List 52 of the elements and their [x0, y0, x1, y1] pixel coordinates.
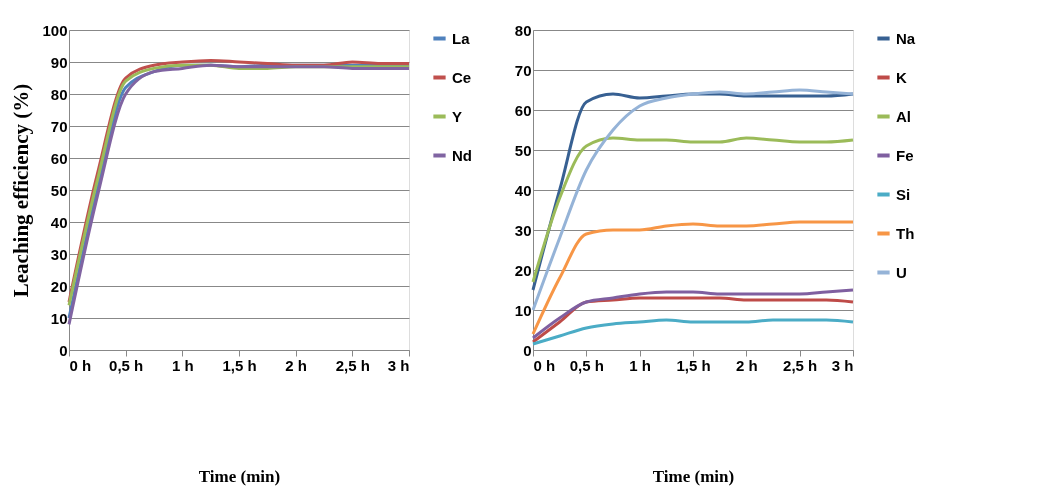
x-tick-label: 1,5 h: [676, 356, 711, 374]
y-tick-label: 40: [514, 181, 532, 199]
x-tick-label: 0,5 h: [569, 356, 604, 374]
line-series: [531, 318, 855, 346]
x-tick-label: 0 h: [533, 356, 556, 374]
y-tick-label: 0: [523, 341, 532, 359]
x-axis-title: Time (min): [198, 466, 281, 486]
x-tick-label: 2 h: [735, 356, 758, 374]
legend-label: Si: [896, 185, 911, 203]
legend-label: Y: [452, 107, 463, 125]
x-tick-label: 1,5 h: [222, 356, 257, 374]
x-tick-label: 2,5 h: [335, 356, 370, 374]
line-series: [531, 288, 855, 340]
y-tick-label: 60: [514, 101, 532, 119]
y-tick-label: 80: [50, 85, 68, 103]
legend-label: K: [896, 68, 907, 86]
x-tick-label: 2,5 h: [783, 356, 818, 374]
y-tick-label: 100: [42, 21, 68, 39]
y-tick-label: 20: [514, 261, 532, 279]
y-tick-label: 30: [514, 221, 532, 239]
legend-label: U: [896, 263, 907, 281]
legend-label: Fe: [896, 146, 914, 164]
legend-label: Na: [896, 29, 916, 47]
x-tick-label: 0 h: [69, 356, 92, 374]
x-axis-title: Time (min): [652, 466, 735, 486]
x-tick-label: 1 h: [171, 356, 194, 374]
y-tick-label: 70: [514, 61, 532, 79]
y-tick-label: 40: [50, 213, 68, 231]
line-series: [531, 220, 855, 336]
y-tick-label: 0: [59, 341, 68, 359]
y-tick-label: 80: [514, 21, 532, 39]
legend-label: Ce: [452, 68, 472, 86]
line-series: [531, 136, 855, 284]
y-tick-label: 90: [50, 53, 68, 71]
y-axis-title: Leaching efficiency (%): [9, 83, 34, 298]
y-tick-label: 60: [50, 149, 68, 167]
y-tick-label: 50: [514, 141, 532, 159]
x-tick-label: 0,5 h: [109, 356, 144, 374]
x-tick-label: 3 h: [387, 356, 410, 374]
y-tick-label: 70: [50, 117, 68, 135]
y-tick-label: 10: [50, 309, 68, 327]
legend-label: Th: [896, 224, 915, 242]
y-tick-label: 50: [50, 181, 68, 199]
x-tick-label: 1 h: [629, 356, 652, 374]
x-tick-label: 3 h: [831, 356, 854, 374]
x-tick-label: 2 h: [285, 356, 308, 374]
legend-label: Al: [896, 107, 911, 125]
y-tick-label: 30: [50, 245, 68, 263]
legend-label: Nd: [452, 146, 472, 164]
y-tick-label: 10: [514, 301, 532, 319]
legend-label: La: [452, 29, 471, 47]
y-tick-label: 20: [50, 277, 68, 295]
